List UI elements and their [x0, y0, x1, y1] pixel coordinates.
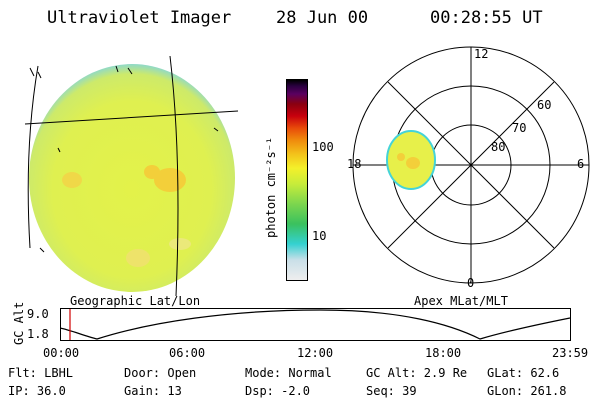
- geographic-label: Geographic Lat/Lon: [70, 294, 201, 308]
- info-glon: GLon: 261.8: [487, 384, 567, 398]
- grid-line: [27, 65, 39, 249]
- grid-line: [169, 55, 179, 297]
- info-mode: Mode: Normal: [245, 366, 332, 380]
- lat-label-80: 80: [491, 140, 506, 154]
- mlt-label-0: 0: [467, 276, 475, 290]
- aurora-patch: [397, 153, 405, 161]
- info-gain: Gain: 13: [124, 384, 182, 398]
- aurora-patch: [144, 165, 160, 179]
- apex-polar-plot: [352, 46, 590, 284]
- time-tick: 12:00: [297, 346, 334, 360]
- instrument-title: Ultraviolet Imager: [47, 8, 232, 28]
- info-glat: GLat: 62.6: [487, 366, 560, 380]
- colorbar: [286, 79, 308, 281]
- altitude-plot: [60, 308, 571, 341]
- time-tick: 23:59: [552, 346, 589, 360]
- altitude-curve: [60, 309, 571, 340]
- aurora-patch: [406, 157, 420, 169]
- date-label: 28 Jun 00: [276, 8, 369, 28]
- geographic-image: [24, 55, 239, 297]
- lat-label-60: 60: [537, 98, 552, 112]
- mlt-label-6: 6: [577, 157, 585, 171]
- apex-label: Apex MLat/MLT: [414, 294, 508, 308]
- time-label: 00:28:55 UT: [430, 8, 543, 28]
- mlt-label-18: 18: [347, 157, 362, 171]
- mlt-label-12: 12: [474, 47, 489, 61]
- altitude-frame: [60, 308, 571, 341]
- altitude-ytick: 1.8: [27, 327, 49, 341]
- grid-line: [24, 110, 239, 125]
- time-tick: 00:00: [43, 346, 80, 360]
- aurora-patch: [62, 172, 82, 188]
- altitude-ylabel: GC Alt: [12, 301, 26, 345]
- info-gc-alt: GC Alt: 2.9 Re: [366, 366, 468, 380]
- info-dsp: Dsp: -2.0: [245, 384, 311, 398]
- altitude-ytick: 9.0: [27, 307, 49, 321]
- info-ip: IP: 36.0: [8, 384, 66, 398]
- colorbar-tick: 10: [312, 229, 327, 243]
- time-tick: 06:00: [169, 346, 206, 360]
- aurora-patch: [169, 238, 191, 250]
- info-flt: Flt: LBHL: [8, 366, 74, 380]
- info-seq: Seq: 39: [366, 384, 417, 398]
- aurora-patch: [126, 249, 150, 267]
- colorbar-unit-label: photon cm⁻²s⁻¹: [264, 136, 278, 238]
- colorbar-tick: 100: [312, 140, 334, 154]
- polar-axis: [387, 81, 555, 249]
- coastline-fragments: [29, 65, 219, 253]
- time-tick: 18:00: [425, 346, 462, 360]
- info-door: Door: Open: [124, 366, 197, 380]
- lat-label-70: 70: [512, 121, 527, 135]
